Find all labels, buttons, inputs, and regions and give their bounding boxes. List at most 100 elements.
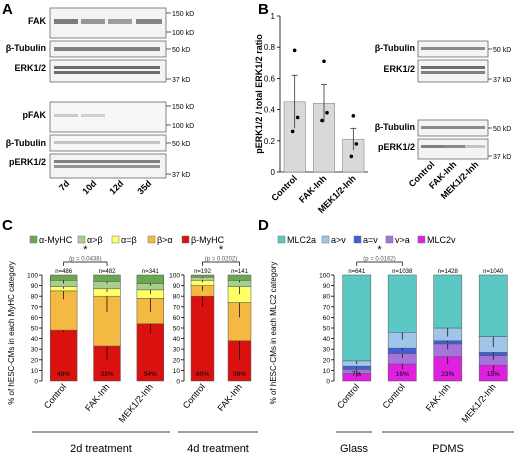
b-blot-label-perk: pERK1/2 — [378, 142, 415, 152]
legend-swatch-v-a — [385, 235, 394, 244]
blot-label-tubulin-2: β-Tubulin — [6, 138, 46, 148]
c2d-seg-mek1-2-inh-2 — [136, 274, 165, 284]
b-blot-tubulin-1: β-Tubulin 50 kD — [375, 40, 511, 58]
c4d-sig-star: * — [219, 244, 224, 256]
d-y-tick-label: 100 — [319, 273, 330, 280]
blot-label-fak: FAK — [28, 16, 47, 26]
panel-c: α-MyHC α>β α=β β>α β-MyHC % of hESC-CMs in e… — [7, 235, 258, 455]
b-blot-label-tubulin-1: β-Tubulin — [375, 43, 415, 53]
c4d-y-tick-label: 20 — [173, 357, 181, 364]
mw-150-a: 150 kD — [172, 11, 194, 18]
d-n-label: n=641 — [348, 269, 366, 275]
c4d-y-tick-label: 40 — [173, 336, 181, 343]
c2d-y-tick-label: 0 — [34, 379, 38, 386]
d-pct-label: 23% — [441, 371, 454, 378]
legend-label: MLC2a — [287, 235, 316, 245]
lane-7d: 7d — [57, 178, 72, 193]
c4d-n-label: n=141 — [231, 269, 249, 275]
mw-100-a: 100 kD — [172, 30, 194, 37]
c2d-y-tick-label: 20 — [31, 357, 39, 364]
c4d-pct-label: 38% — [233, 371, 246, 378]
lane-10d: 10d — [80, 178, 98, 196]
legend-swatch-myhc — [29, 235, 38, 244]
legend-label: a=v — [363, 235, 378, 245]
d-y-tick-label: 30 — [323, 347, 331, 354]
d-sig-star: * — [377, 244, 382, 256]
c2d-y-tick-label: 90 — [31, 283, 39, 290]
mw-100-b: 100 kD — [172, 123, 194, 130]
c4d-seg-control-0 — [190, 274, 215, 278]
d-chart: 0 10 20 30 40 50 60 70 80 90 100 n=641 7% Control n=10… — [319, 244, 508, 425]
d-y-tick-label: 40 — [323, 336, 331, 343]
c2d-n-label: n=486 — [55, 269, 73, 275]
blot-pfak: pFAK 150 kD 100 kD — [23, 101, 194, 133]
legend-swatch- — [111, 235, 120, 244]
c2d-y-tick-label: 50 — [31, 326, 39, 333]
b-y-tick-label: 0.6 — [264, 74, 276, 83]
b-blot-tubulin-2: β-Tubulin 50 kD — [375, 119, 511, 137]
legend-label: a>v — [331, 235, 346, 245]
d-sig-bracket — [356, 261, 403, 266]
d-pct-label: 16% — [396, 371, 409, 378]
c-title-2d: 2d treatment — [70, 443, 132, 455]
c4d-y-tick-label: 10 — [173, 368, 181, 375]
d-n-label: n=1038 — [392, 269, 413, 275]
legend-label: β-MyHC — [191, 235, 225, 245]
b-y-tick-label: 0.4 — [264, 106, 276, 115]
c2d-pct-label: 54% — [144, 371, 157, 378]
d-seg-fak-inh-2 — [433, 274, 463, 329]
c2d-seg-mek1-2-inh-2 — [136, 323, 165, 382]
panel-a: FAK 150 kD 100 kD β-Tubulin 50 kD ERK1/2… — [6, 7, 194, 196]
c2d-y-tick-label: 100 — [27, 273, 38, 280]
mw-37-b: 37 kD — [172, 172, 190, 179]
legend-swatch- — [77, 235, 86, 244]
b-point — [295, 115, 300, 120]
panel-c-label: C — [2, 217, 13, 234]
d-seg-control-0 — [342, 274, 372, 362]
legend-label: v>a — [395, 235, 410, 245]
mw-50-b: 50 kD — [172, 141, 190, 148]
b-mw-2: 37 kD — [493, 77, 511, 84]
panel-a-label: A — [2, 1, 13, 18]
blot-erk: ERK1/2 37 kD — [14, 59, 190, 84]
c4d-sig-bracket — [202, 261, 240, 266]
c2d-y-tick-label: 60 — [31, 315, 39, 322]
c-ylabel: % of hESC-CMs in each MyHC category — [7, 261, 16, 405]
b-mw-3: 50 kD — [493, 126, 511, 133]
c-chart-2d: 0 10 20 30 40 50 60 70 80 90 100 n=486 48% Control n=4… — [27, 244, 165, 425]
legend-swatch-myhc — [181, 235, 190, 244]
panel-b-label: B — [258, 1, 269, 18]
blot-label-perk: pERK1/2 — [9, 157, 46, 167]
blot-label-erk: ERK1/2 — [14, 63, 46, 73]
c4d-xtick-control: Control — [181, 382, 207, 411]
c4d-xtick-fak-inh: FAK-Inh — [215, 382, 244, 413]
lane-12d: 12d — [107, 178, 125, 196]
d-y-tick-label: 70 — [323, 304, 331, 311]
c4d-y-tick-label: 80 — [173, 294, 181, 301]
b-blot-label-erk: ERK1/2 — [383, 64, 415, 74]
b-point — [351, 114, 356, 118]
c-chart-4d: 0 10 20 30 40 50 60 70 80 90 100 n=192 80% Control n=1… — [169, 244, 252, 413]
b-ylabel: pERK1/2 / total ERK1/2 ratio — [254, 34, 264, 154]
c2d-seg-control-0 — [49, 274, 78, 281]
c2d-sig-star: * — [83, 244, 88, 256]
c4d-seg-fak-inh-1 — [227, 274, 252, 281]
d-pvalue: (p = 0.0162) — [363, 257, 396, 263]
c4d-n-label: n=192 — [194, 269, 212, 275]
legend-swatch- — [147, 235, 156, 244]
c4d-y-tick-label: 0 — [176, 379, 180, 386]
c4d-y-tick-label: 30 — [173, 347, 181, 354]
d-xtick-control: Control — [380, 382, 406, 411]
b-xtick-control: Control — [269, 173, 299, 203]
blot-tubulin-2: β-Tubulin 50 kD — [6, 134, 190, 152]
d-ylabel: % of hESC-CMs in each MLC2 category — [269, 262, 278, 405]
d-y-tick-label: 90 — [323, 283, 331, 290]
c4d-pvalue: (p = 0.0202) — [205, 257, 238, 263]
blot-perk: pERK1/2 37 kD — [9, 153, 190, 179]
d-xtick-mek1-2-inh: MEK1/2-Inh — [460, 382, 498, 425]
legend-label: α>β — [87, 235, 103, 245]
legend-swatch-mlc2v — [417, 235, 426, 244]
mw-150-b: 150 kD — [172, 104, 194, 111]
b-blot-erk: ERK1/2 37 kD — [383, 59, 511, 84]
